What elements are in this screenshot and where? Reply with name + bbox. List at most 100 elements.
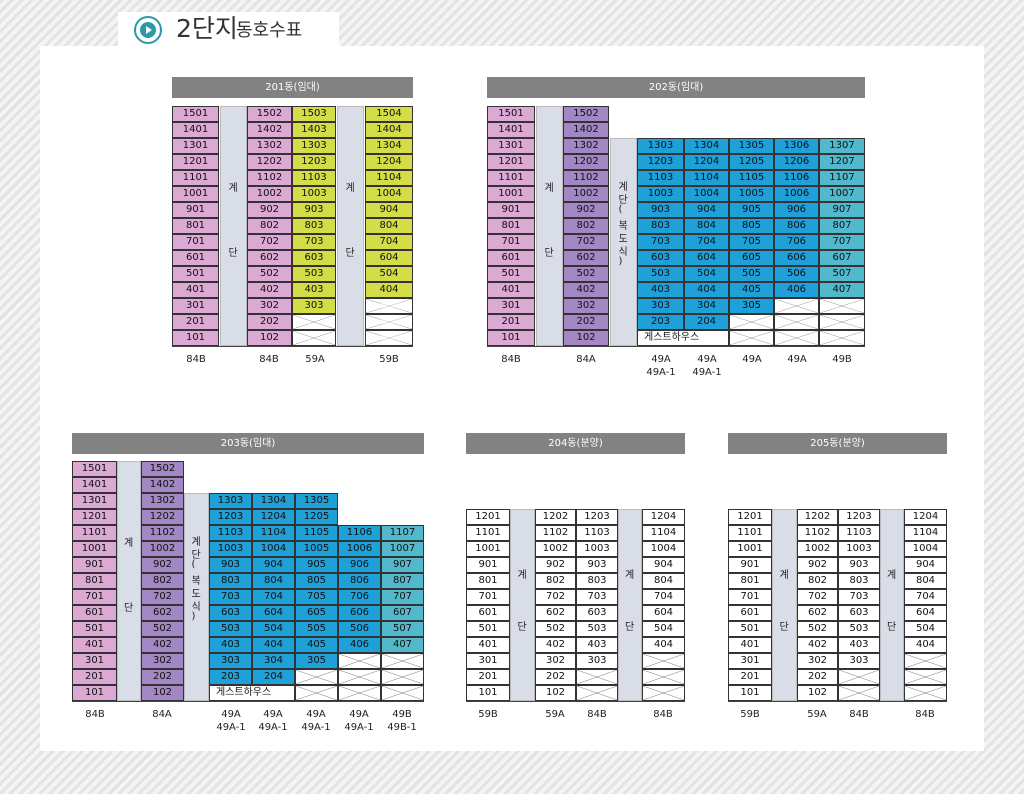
unit-type-label: 84B — [85, 709, 105, 720]
unit-cell: 1201 — [172, 154, 219, 170]
unit-cell: 1104 — [642, 525, 685, 541]
empty-cell — [338, 653, 381, 669]
baseline — [72, 701, 424, 702]
stair-char-bottom: 단 — [625, 622, 635, 634]
empty-cell — [292, 314, 336, 330]
unit-cell: 606 — [338, 605, 381, 621]
unit-cell: 603 — [209, 605, 252, 621]
empty-cell — [774, 314, 819, 330]
stair-char-bottom: 단 — [228, 248, 238, 259]
unit-cell: 903 — [576, 557, 618, 573]
unit-cell: 701 — [172, 234, 219, 250]
unit-cell: 1102 — [563, 170, 609, 186]
unit-cell: 202 — [563, 314, 609, 330]
unit-cell: 606 — [774, 250, 819, 266]
unit-cell: 1202 — [247, 154, 292, 170]
unit-cell: 1004 — [684, 186, 729, 202]
empty-cell — [292, 330, 336, 346]
unit-type-label: 59A — [807, 709, 827, 720]
unit-cell: 803 — [637, 218, 684, 234]
unit-cell: 1404 — [365, 122, 413, 138]
unit-cell: 1105 — [295, 525, 338, 541]
unit-cell: 704 — [365, 234, 413, 250]
corridor-char: 도 — [191, 589, 201, 600]
unit-cell: 405 — [295, 637, 338, 653]
unit-cell: 804 — [365, 218, 413, 234]
unit-cell: 507 — [819, 266, 865, 282]
unit-cell: 1304 — [365, 138, 413, 154]
unit-cell: 903 — [838, 557, 880, 573]
unit-cell: 503 — [838, 621, 880, 637]
unit-cell: 201 — [728, 669, 772, 685]
unit-type-label: 84A — [152, 709, 172, 720]
unit-cell: 204 — [252, 669, 295, 685]
empty-cell — [729, 314, 774, 330]
unit-cell: 807 — [381, 573, 424, 589]
unit-cell: 1402 — [563, 122, 609, 138]
unit-cell: 407 — [381, 637, 424, 653]
unit-cell: 305 — [295, 653, 338, 669]
unit-cell: 1201 — [487, 154, 535, 170]
unit-cell: 1502 — [563, 106, 609, 122]
unit-type-label: 84B — [653, 709, 673, 720]
unit-cell: 801 — [487, 218, 535, 234]
unit-type-label: 84B — [587, 709, 607, 720]
unit-type-label: 59B — [379, 354, 399, 365]
empty-cell — [576, 685, 618, 701]
unit-cell: 1102 — [141, 525, 184, 541]
stair-char-top: 계 — [517, 570, 527, 582]
unit-cell: 806 — [774, 218, 819, 234]
unit-cell: 1104 — [365, 170, 413, 186]
page-title: 2단지 — [176, 14, 238, 43]
unit-cell: 701 — [466, 589, 510, 605]
stair-char-bottom: 단 — [887, 622, 897, 634]
corridor-char: ) — [191, 611, 196, 622]
unit-type-label: 59A — [305, 354, 325, 365]
unit-cell: 1301 — [172, 138, 219, 154]
unit-cell: 1204 — [252, 509, 295, 525]
unit-cell: 1104 — [904, 525, 947, 541]
unit-cell: 1007 — [819, 186, 865, 202]
corridor-char: 식 — [618, 247, 628, 258]
empty-cell — [642, 685, 685, 701]
empty-cell — [774, 298, 819, 314]
unit-cell: 305 — [729, 298, 774, 314]
unit-cell: 1002 — [141, 541, 184, 557]
unit-cell: 603 — [576, 605, 618, 621]
unit-cell: 303 — [292, 298, 336, 314]
unit-cell: 502 — [141, 621, 184, 637]
unit-cell: 1004 — [252, 541, 295, 557]
unit-cell: 303 — [637, 298, 684, 314]
unit-cell: 903 — [209, 557, 252, 573]
unit-type-label: 84B — [259, 354, 279, 365]
stair-char-bottom: 단 — [124, 603, 134, 614]
unit-cell: 401 — [72, 637, 117, 653]
unit-cell: 502 — [247, 266, 292, 282]
unit-type-label: 49A-1 — [216, 722, 246, 733]
corridor-stair — [184, 493, 209, 701]
empty-cell — [904, 653, 947, 669]
unit-cell: 1301 — [487, 138, 535, 154]
stair-column — [510, 509, 535, 701]
unit-type-label: 84B — [915, 709, 935, 720]
empty-cell — [904, 685, 947, 701]
unit-cell: 301 — [466, 653, 510, 669]
unit-cell: 706 — [338, 589, 381, 605]
unit-cell: 1205 — [295, 509, 338, 525]
unit-cell: 503 — [209, 621, 252, 637]
stair-char-bottom: 단 — [544, 248, 554, 259]
unit-cell: 902 — [563, 202, 609, 218]
corridor-char: 복 — [191, 576, 201, 587]
unit-cell: 704 — [904, 589, 947, 605]
unit-cell: 1003 — [637, 186, 684, 202]
unit-cell: 401 — [172, 282, 219, 298]
unit-cell: 703 — [637, 234, 684, 250]
unit-type-label: 49A — [697, 354, 717, 365]
unit-cell: 901 — [466, 557, 510, 573]
unit-cell: 1307 — [819, 138, 865, 154]
unit-cell: 801 — [172, 218, 219, 234]
unit-cell: 1401 — [172, 122, 219, 138]
empty-cell — [642, 669, 685, 685]
unit-cell: 404 — [642, 637, 685, 653]
unit-cell: 802 — [535, 573, 576, 589]
